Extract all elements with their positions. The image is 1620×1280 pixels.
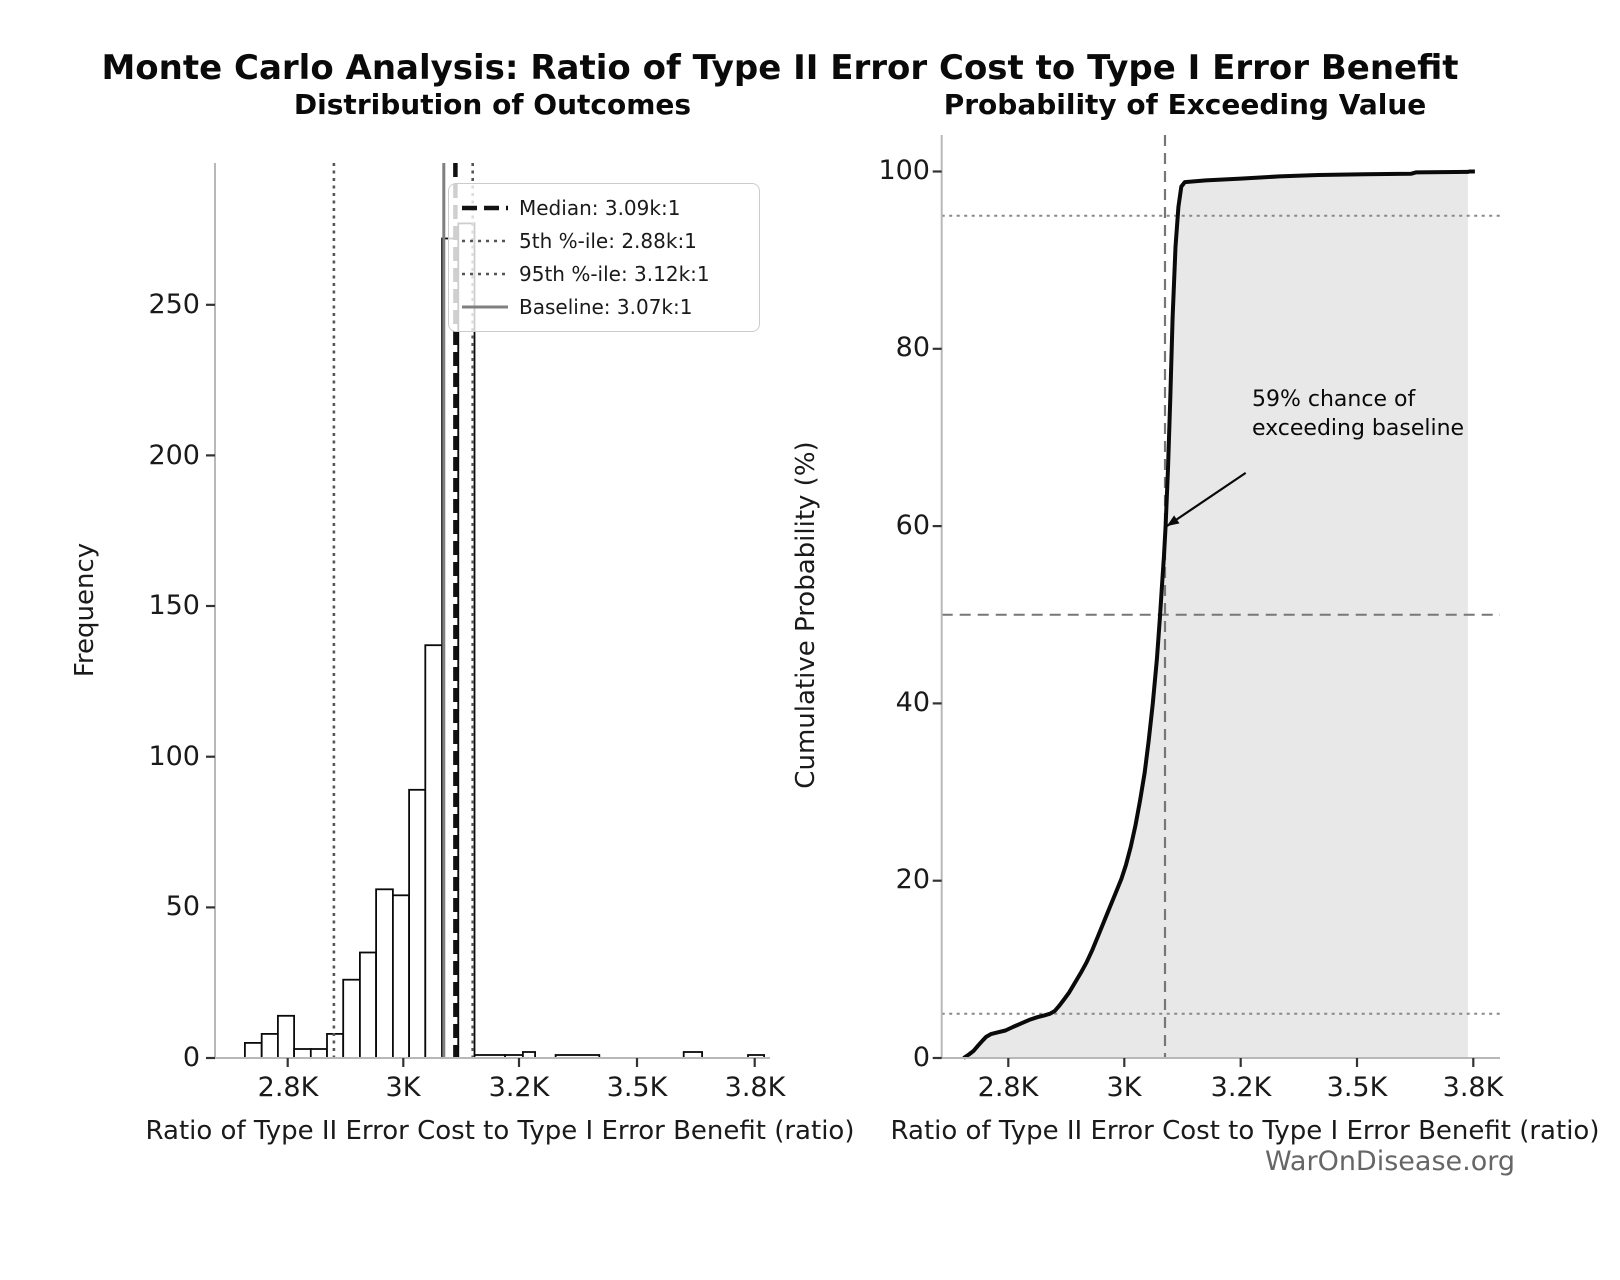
cdf-curve bbox=[962, 169, 1475, 1060]
median-line-sample-icon bbox=[462, 206, 508, 211]
legend: Median: 3.09k:1 5th %-ile: 2.88k:1 95th … bbox=[448, 183, 760, 332]
histogram-bar bbox=[293, 1048, 312, 1059]
right-x-tick-3k: 3K bbox=[1106, 1072, 1142, 1103]
legend-item-baseline: Baseline: 3.07k:1 bbox=[461, 295, 747, 319]
legend-item-median: Median: 3.09k:1 bbox=[461, 196, 747, 220]
annotation-arrow bbox=[1166, 471, 1247, 528]
left-x-tick-3.2k: 3.2K bbox=[488, 1072, 550, 1103]
annotation-arrowhead-icon bbox=[1166, 515, 1180, 527]
solid-line-sample-icon bbox=[462, 305, 508, 309]
watermark: WarOnDisease.org bbox=[1264, 1146, 1515, 1177]
right-y-tick-100: 100 bbox=[878, 155, 930, 186]
right-x-tick-3.2k: 3.2K bbox=[1210, 1072, 1272, 1103]
left-y-tick-50: 50 bbox=[165, 891, 200, 922]
histogram-bar bbox=[326, 1033, 345, 1059]
right-x-tick-3.8k: 3.8K bbox=[1442, 1072, 1504, 1103]
annotation-59-percent: 59% chance of exceeding baseline bbox=[1252, 386, 1464, 443]
right-y-tick-20: 20 bbox=[895, 864, 930, 895]
right-axes bbox=[932, 135, 1500, 1067]
right-y-tick-60: 60 bbox=[895, 510, 930, 541]
figure-title: Monte Carlo Analysis: Ratio of Type II E… bbox=[101, 48, 1459, 88]
left-x-tick-3.5k: 3.5K bbox=[606, 1072, 668, 1103]
dotted-line-sample-icon bbox=[462, 272, 508, 276]
legend-item-percentile-95: 95th %-ile: 3.12k:1 bbox=[461, 262, 747, 286]
legend-label: Baseline: 3.07k:1 bbox=[519, 294, 693, 319]
right-x-tick-3.5k: 3.5K bbox=[1326, 1072, 1388, 1103]
legend-item-percentile-5: 5th %-ile: 2.88k:1 bbox=[461, 229, 747, 253]
left-axes bbox=[206, 163, 770, 1067]
histogram-plot bbox=[243, 163, 766, 1059]
left-x-axis-label: Ratio of Type II Error Cost to Type I Er… bbox=[145, 1116, 855, 1146]
histogram-bar bbox=[309, 1048, 328, 1059]
legend-label: Median: 3.09k:1 bbox=[519, 196, 681, 221]
histogram-bar bbox=[342, 978, 361, 1059]
right-y-tick-40: 40 bbox=[895, 687, 930, 718]
histogram-bar bbox=[424, 644, 443, 1059]
right-y-tick-0: 0 bbox=[912, 1042, 930, 1073]
histogram-bar bbox=[276, 1014, 295, 1059]
annotation-line-2: exceeding baseline bbox=[1252, 415, 1465, 441]
histogram-bar bbox=[391, 894, 410, 1059]
left-y-tick-200: 200 bbox=[148, 440, 200, 471]
cdf-plot bbox=[941, 135, 1500, 1060]
left-subplot-title: Distribution of Outcomes bbox=[293, 88, 692, 121]
histogram-bar bbox=[457, 222, 476, 1059]
annotation-line-1: 59% chance of bbox=[1252, 387, 1416, 412]
dotted-line-sample-icon bbox=[462, 239, 508, 243]
histogram-bar bbox=[243, 1042, 263, 1059]
left-y-axis-label: Frequency bbox=[70, 542, 100, 678]
right-x-axis-label: Ratio of Type II Error Cost to Type I Er… bbox=[890, 1116, 1600, 1146]
right-subplot-title: Probability of Exceeding Value bbox=[943, 88, 1427, 121]
legend-label: 95th %-ile: 3.12k:1 bbox=[519, 261, 710, 286]
histogram-bar bbox=[358, 951, 377, 1059]
right-y-tick-80: 80 bbox=[895, 332, 930, 363]
left-x-tick-2.8k: 2.8K bbox=[257, 1072, 319, 1103]
left-x-tick-3.8k: 3.8K bbox=[724, 1072, 786, 1103]
histogram-bar bbox=[375, 888, 394, 1059]
left-x-tick-3k: 3K bbox=[385, 1072, 421, 1103]
left-y-tick-250: 250 bbox=[148, 289, 200, 320]
histogram-bar bbox=[260, 1033, 279, 1059]
right-x-tick-2.8k: 2.8K bbox=[977, 1072, 1039, 1103]
legend-label: 5th %-ile: 2.88k:1 bbox=[519, 229, 697, 254]
left-y-tick-150: 150 bbox=[148, 590, 200, 621]
left-y-tick-100: 100 bbox=[148, 741, 200, 772]
right-y-axis-label: Cumulative Probability (%) bbox=[791, 441, 821, 789]
histogram-bar bbox=[408, 788, 427, 1059]
left-y-tick-0: 0 bbox=[182, 1042, 200, 1073]
